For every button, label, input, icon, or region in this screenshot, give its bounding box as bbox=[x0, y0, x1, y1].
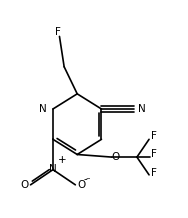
Text: F: F bbox=[152, 131, 157, 141]
Text: O: O bbox=[20, 180, 28, 190]
Text: O: O bbox=[111, 152, 120, 162]
Text: N: N bbox=[39, 104, 46, 114]
Text: F: F bbox=[152, 150, 157, 160]
Text: +: + bbox=[58, 155, 67, 165]
Text: F: F bbox=[152, 168, 157, 178]
Text: O: O bbox=[78, 180, 86, 190]
Text: -: - bbox=[84, 174, 87, 184]
Text: $^+$: $^+$ bbox=[58, 156, 65, 165]
Text: $^-$: $^-$ bbox=[84, 175, 91, 184]
Text: F: F bbox=[55, 27, 61, 37]
Text: N: N bbox=[49, 164, 57, 174]
Text: N: N bbox=[138, 104, 146, 114]
